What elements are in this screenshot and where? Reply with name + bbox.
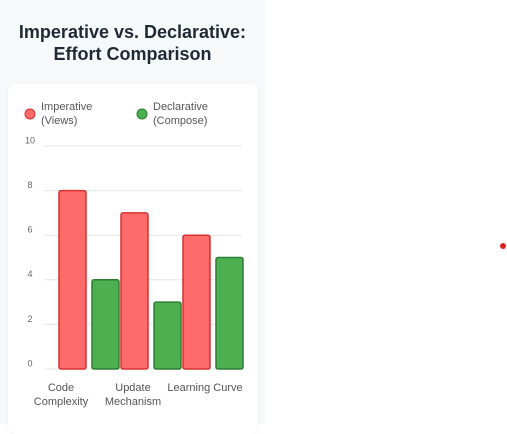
y-tick-label: 6 xyxy=(27,225,32,235)
bar xyxy=(215,256,244,370)
legend-label: Declarative (Compose) xyxy=(153,101,209,127)
y-tick-label: 4 xyxy=(27,269,32,279)
bar xyxy=(153,301,182,370)
bar xyxy=(120,212,149,370)
bar xyxy=(58,189,87,370)
x-tick-label: Code Complexity xyxy=(33,382,89,408)
x-tick-label: Learning Curve xyxy=(167,382,243,394)
y-tick-label: 0 xyxy=(27,358,32,368)
chart: 0 2 4 6 8 10 xyxy=(24,108,244,370)
legend-swatch xyxy=(136,108,148,120)
x-tick-label: Update Mechanism xyxy=(104,382,162,408)
indicator-dot xyxy=(500,243,506,249)
y-tick-label: 2 xyxy=(27,314,32,324)
bar xyxy=(182,234,211,370)
legend-label: Imperative (Views) xyxy=(41,101,93,127)
bar xyxy=(91,279,120,370)
legend-swatch xyxy=(24,108,36,120)
y-tick-label: 8 xyxy=(27,180,32,190)
page: {"chart_data": {"type": "bar", "title": … xyxy=(18,22,506,408)
chart-title: Imperative vs. Declarative: Effort Compa… xyxy=(18,22,247,64)
y-tick-label: 10 xyxy=(25,135,35,145)
